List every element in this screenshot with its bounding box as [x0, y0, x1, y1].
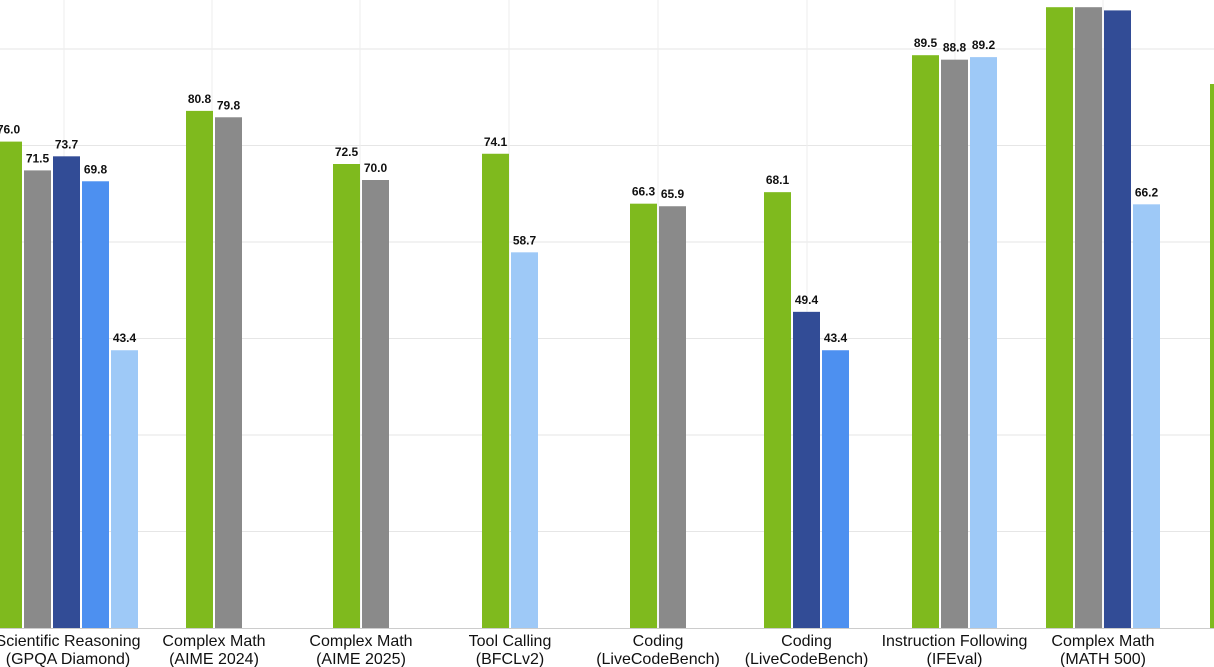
bar [1046, 7, 1073, 628]
bar [941, 59, 968, 629]
bar [793, 311, 820, 628]
bar [53, 156, 80, 628]
bar [215, 117, 242, 628]
category-label: (BFCLv2) [476, 651, 544, 667]
value-label: 80.8 [188, 92, 212, 106]
bar [630, 203, 657, 628]
category-label: Complex Math [309, 633, 412, 650]
category-label: (MATH 500) [1060, 651, 1146, 667]
value-label: 43.4 [113, 331, 137, 345]
category-label: Tool Calling [469, 633, 552, 650]
value-label: 65.9 [661, 187, 685, 201]
value-label: 66.3 [632, 185, 656, 199]
value-label: 70.0 [364, 161, 388, 175]
value-label: 74.1 [484, 135, 508, 149]
value-label: 79.8 [217, 98, 241, 112]
category-label: Complex Math [1051, 633, 1154, 650]
value-label: 73.7 [55, 137, 79, 151]
bar [362, 180, 389, 628]
bar [970, 57, 997, 629]
bar [1133, 204, 1160, 628]
category-label: (LiveCodeBench) [745, 651, 869, 667]
bar [82, 181, 109, 628]
bar [24, 170, 51, 628]
category-label: Scientific Reasoning [0, 633, 140, 650]
bars [0, 7, 1214, 629]
bar [1210, 84, 1214, 628]
value-label: 66.2 [1135, 185, 1159, 199]
value-label: 68.1 [766, 173, 790, 187]
gridlines [0, 0, 1214, 628]
bar [764, 192, 791, 628]
value-label: 71.5 [26, 151, 50, 165]
value-label: 69.8 [84, 162, 108, 176]
bar [659, 206, 686, 629]
value-label: 58.7 [513, 233, 537, 247]
category-label: (GPQA Diamond) [6, 651, 130, 667]
bar [822, 350, 849, 628]
value-label: 89.2 [972, 38, 996, 52]
value-label: 43.4 [824, 331, 848, 345]
bar [111, 350, 138, 628]
bar [333, 164, 360, 628]
value-label: 49.4 [795, 293, 819, 307]
value-label: 89.5 [914, 36, 938, 50]
bar [1104, 10, 1131, 628]
category-label: Complex Math [162, 633, 265, 650]
bar [0, 141, 22, 628]
category-label: Coding [633, 633, 684, 650]
category-label: (IFEval) [927, 651, 983, 667]
bar [511, 252, 538, 628]
category-labels: Scientific Reasoning(GPQA Diamond) Comple… [0, 633, 1155, 667]
value-label: 88.8 [943, 41, 967, 55]
category-label: (AIME 2025) [316, 651, 406, 667]
value-label: 72.5 [335, 145, 359, 159]
value-labels: 76.0 71.5 73.7 69.8 43.4 80.8 79.8 72.5 70.0 74.1… [0, 36, 1159, 345]
category-label: (LiveCodeBench) [596, 651, 720, 667]
category-label: (AIME 2024) [169, 651, 259, 667]
bar [1075, 7, 1102, 628]
category-label: Instruction Following [882, 633, 1028, 650]
bar [482, 153, 509, 628]
category-label: Coding [781, 633, 832, 650]
bar [912, 55, 939, 628]
value-label: 76.0 [0, 123, 21, 137]
bar [186, 110, 213, 628]
